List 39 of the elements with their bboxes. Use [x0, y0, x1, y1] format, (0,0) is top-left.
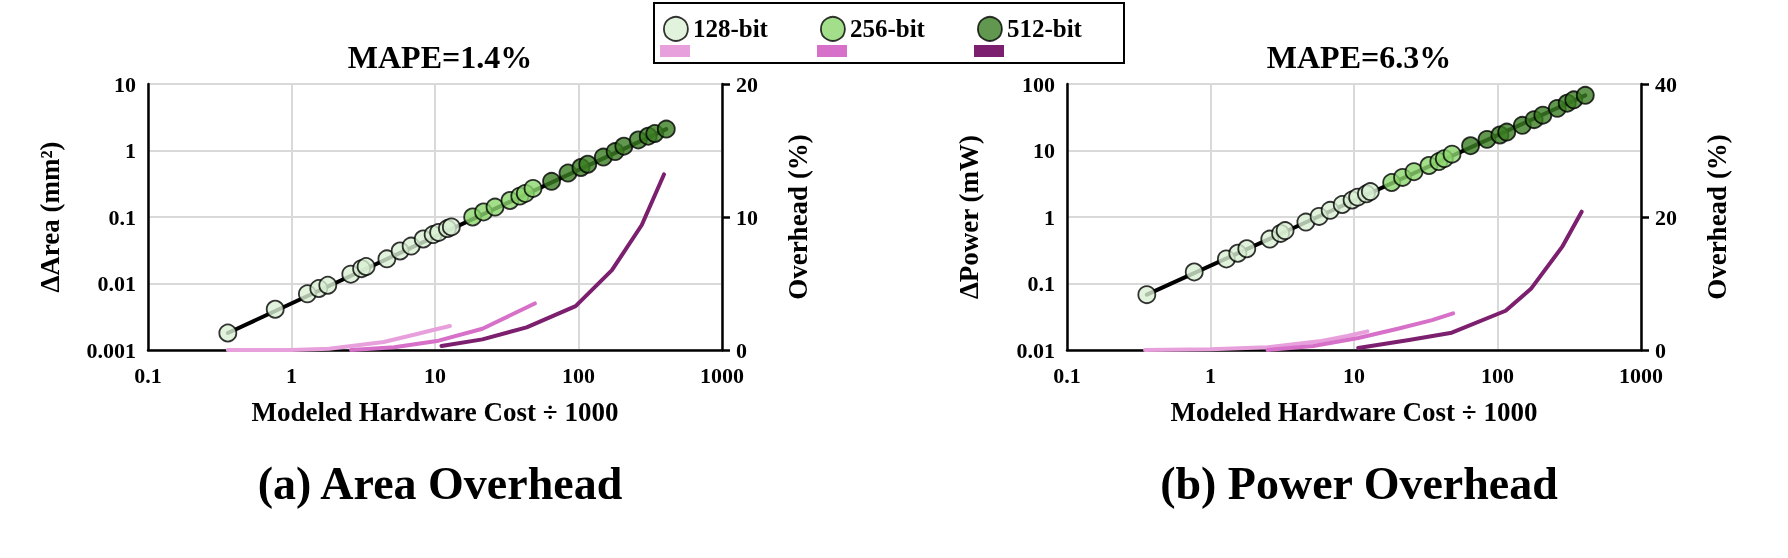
x-tick-label: 1000 [1619, 362, 1663, 388]
y-tick-label: 0.1 [1027, 271, 1055, 296]
y-tick-label: 100 [1022, 71, 1055, 97]
x-tick-label: 1 [286, 362, 297, 388]
legend-label: 128-bit [692, 15, 769, 43]
x-tick-label: 100 [1481, 362, 1514, 388]
y-tick-label: 0.1 [108, 204, 136, 230]
y-tick-label: 1 [1044, 204, 1055, 230]
text: (a) Area Overhead [257, 457, 623, 509]
legend-label: 256-bit [849, 15, 926, 43]
y2-axis-title: Overhead (%) [782, 134, 813, 300]
y2-tick-label: 0 [736, 337, 747, 363]
chart-title: MAPE=1.4% [347, 39, 533, 75]
y2-tick-label: 20 [1655, 204, 1677, 230]
y-tick-label: 10 [114, 71, 136, 97]
y-tick-label: 1 [125, 138, 136, 163]
y2-tick-label: 0 [1655, 337, 1666, 363]
chart-title: MAPE=6.3% [1266, 39, 1452, 75]
y2-tick-label: 10 [736, 204, 758, 230]
y2-tick-label: 40 [1655, 71, 1677, 97]
x-tick-label: 10 [424, 362, 446, 388]
y-axis-title: ΔArea (mm²) [34, 141, 65, 293]
text: (b) Power Overhead [1160, 457, 1559, 509]
x-axis-title: Modeled Hardware Cost ÷ 1000 [1170, 396, 1538, 427]
x-tick-label: 10 [1343, 362, 1365, 388]
y2-tick-label: 20 [736, 71, 758, 97]
x-axis-title: Modeled Hardware Cost ÷ 1000 [251, 396, 619, 427]
y-tick-label: 0.01 [1016, 337, 1055, 363]
y-tick-label: 0.001 [86, 337, 136, 363]
x-tick-label: 100 [562, 362, 595, 388]
legend-label: 512-bit [1006, 15, 1083, 43]
x-tick-label: 0.1 [1053, 362, 1081, 388]
x-tick-label: 1000 [700, 362, 744, 388]
y-tick-label: 0.01 [97, 271, 136, 296]
x-tick-label: 0.1 [134, 362, 162, 388]
y-axis-title: ΔPower (mW) [953, 134, 984, 300]
y2-axis-title: Overhead (%) [1701, 134, 1732, 300]
x-tick-label: 1 [1205, 362, 1216, 388]
y-tick-label: 10 [1033, 138, 1055, 163]
